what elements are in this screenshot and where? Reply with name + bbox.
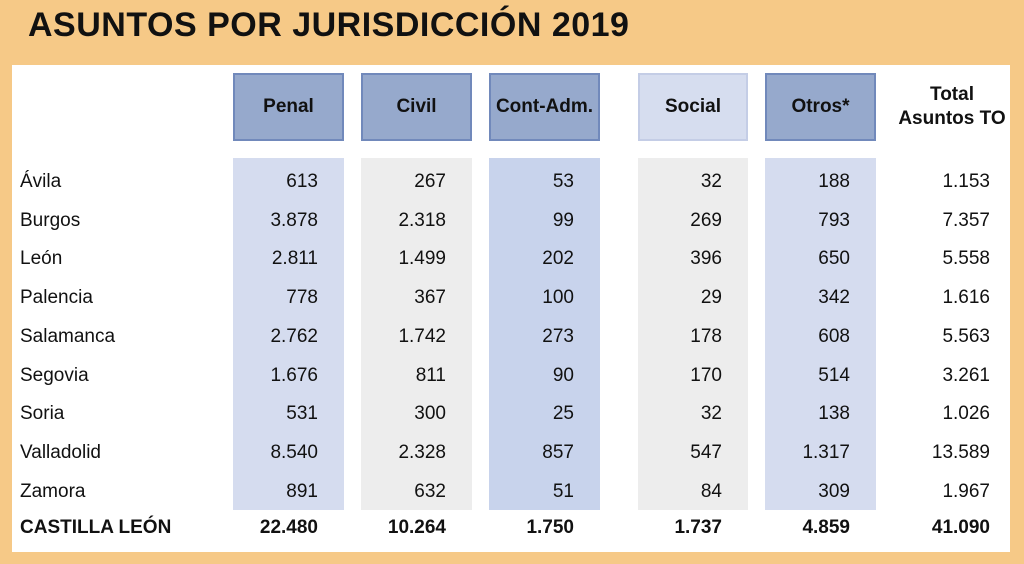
cell-total: 1.616 — [942, 287, 990, 309]
total-cell-civil: 10.264 — [387, 517, 446, 538]
column-header-otros: Otros* — [765, 73, 876, 141]
cell-social: 32 — [700, 171, 722, 192]
cell-cont-adm: 202 — [542, 248, 574, 270]
cell-penal: 891 — [286, 480, 318, 502]
column-header-total-line1: Total — [930, 84, 974, 105]
cell-civil: 367 — [414, 287, 446, 309]
row-label: Ávila — [20, 171, 62, 192]
cell-cont-adm: 51 — [552, 480, 574, 502]
cell-total: 5.558 — [942, 248, 990, 270]
cell-social: 32 — [700, 403, 722, 425]
cell-cont-adm: 273 — [542, 325, 574, 347]
cell-otros: 650 — [818, 248, 850, 270]
cell-total: 7.357 — [942, 209, 990, 231]
cell-civil: 2.318 — [398, 209, 446, 231]
row-label: Palencia — [20, 287, 93, 309]
cell-social: 84 — [700, 480, 722, 502]
cell-penal: 3.878 — [270, 209, 318, 231]
column-background-cont-adm — [489, 158, 600, 510]
cell-social: 170 — [690, 364, 722, 386]
table-panel: Penal Civil Cont-Adm. Social Otros* Total Asun… — [12, 65, 1010, 552]
cell-cont-adm: 99 — [552, 209, 574, 231]
cell-total: 1.967 — [942, 480, 990, 502]
page-title: ASUNTOS POR JURISDICCIÓN 2019 — [28, 6, 630, 44]
cell-otros: 342 — [818, 287, 850, 309]
row-label: Soria — [20, 403, 65, 425]
cell-otros: 608 — [818, 325, 850, 347]
cell-total: 5.563 — [942, 325, 990, 347]
column-header-penal: Penal — [233, 73, 344, 141]
column-header-social: Social — [638, 73, 748, 141]
cell-total: 3.261 — [942, 364, 990, 386]
total-cell-cont-adm: 1.750 — [526, 517, 574, 538]
cell-total: 13.589 — [931, 441, 990, 463]
cell-civil: 267 — [414, 171, 446, 192]
cell-otros: 309 — [818, 480, 850, 502]
cell-civil: 1.742 — [398, 325, 446, 347]
cell-social: 269 — [690, 209, 722, 231]
row-label: Zamora — [20, 480, 86, 502]
column-background-otros — [765, 158, 876, 510]
cell-penal: 531 — [286, 403, 318, 425]
cell-penal: 778 — [286, 287, 318, 309]
cell-penal: 2.811 — [271, 248, 318, 270]
cell-cont-adm: 90 — [552, 364, 574, 386]
column-background-penal — [233, 158, 344, 510]
cell-civil: 2.328 — [398, 441, 446, 463]
column-header-total-line2: Asuntos TO — [898, 108, 1006, 129]
cell-social: 29 — [700, 287, 722, 309]
column-background-social — [638, 158, 748, 510]
cell-total: 1.026 — [942, 403, 990, 425]
total-cell-otros: 4.859 — [802, 517, 850, 538]
cell-social: 178 — [690, 325, 722, 347]
row-label: Segovia — [20, 364, 89, 386]
row-label: León — [20, 248, 63, 270]
cell-otros: 1.317 — [802, 441, 850, 463]
cell-otros: 188 — [818, 171, 850, 192]
cell-civil: 300 — [414, 403, 446, 425]
cell-total: 1.153 — [942, 171, 990, 192]
cell-social: 547 — [690, 441, 722, 463]
total-cell-penal: 22.480 — [259, 517, 318, 538]
total-row-label: CASTILLA LEÓN — [20, 517, 172, 538]
cell-civil: 1.499 — [398, 248, 446, 270]
cell-social: 396 — [690, 248, 722, 270]
cell-cont-adm: 100 — [542, 287, 574, 309]
row-label: Burgos — [20, 209, 81, 231]
total-cell-social: 1.737 — [674, 517, 722, 538]
cell-otros: 793 — [818, 209, 850, 231]
total-cell-total: 41.090 — [931, 517, 990, 538]
cell-cont-adm: 25 — [552, 403, 574, 425]
cell-cont-adm: 53 — [552, 171, 574, 192]
column-header-total: Total Asuntos TO — [897, 73, 1007, 141]
cell-cont-adm: 857 — [542, 441, 574, 463]
cell-penal: 1.676 — [270, 364, 318, 386]
cell-otros: 138 — [818, 403, 850, 425]
cell-penal: 613 — [286, 171, 318, 192]
row-label: Salamanca — [20, 325, 116, 347]
cell-civil: 811 — [415, 364, 446, 386]
column-background-civil — [361, 158, 472, 510]
column-header-cont-adm: Cont-Adm. — [489, 73, 600, 141]
cell-civil: 632 — [414, 480, 446, 502]
cell-penal: 8.540 — [270, 441, 318, 463]
cell-penal: 2.762 — [270, 325, 318, 347]
cell-otros: 514 — [818, 364, 850, 386]
row-label: Valladolid — [20, 441, 101, 463]
column-header-civil: Civil — [361, 73, 472, 141]
